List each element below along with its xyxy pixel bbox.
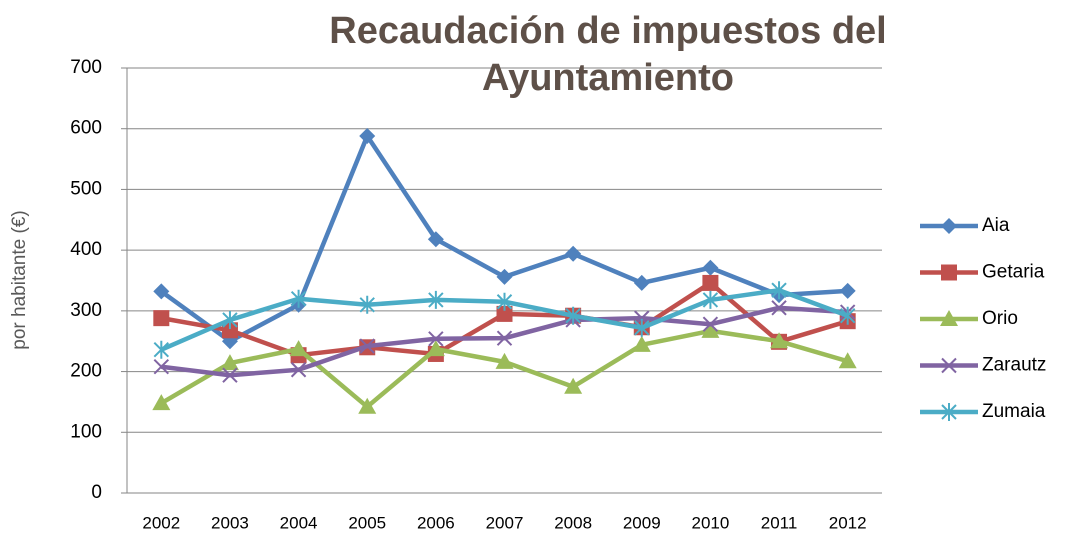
y-tick-label: 600 <box>70 118 102 139</box>
legend-marker <box>940 310 958 326</box>
legend-marker <box>941 264 957 281</box>
data-point <box>496 268 513 285</box>
legend-marker <box>941 218 957 234</box>
data-point <box>702 274 719 291</box>
x-tick-label: 2007 <box>486 513 524 532</box>
x-tick-label: 2002 <box>142 513 180 532</box>
data-point <box>565 306 581 325</box>
data-point <box>153 359 170 375</box>
x-tick-label: 2011 <box>761 513 798 532</box>
data-point <box>633 274 650 291</box>
x-tick-label: 2004 <box>280 513 318 532</box>
data-point <box>771 300 787 316</box>
y-tick-label: 0 <box>91 482 102 503</box>
legend-label: Aia <box>982 215 1010 236</box>
x-tick-label: 2010 <box>691 513 729 532</box>
data-point <box>290 289 307 308</box>
chart-title: Recaudación de impuestos del Ayuntamient… <box>329 10 887 99</box>
data-point <box>426 340 445 357</box>
data-point <box>702 290 719 309</box>
data-point <box>770 332 789 349</box>
data-point <box>771 281 787 300</box>
data-point <box>565 245 582 262</box>
data-point <box>427 231 444 248</box>
data-point <box>153 340 170 359</box>
legend-label: Orio <box>982 308 1018 329</box>
data-point <box>496 305 513 322</box>
y-tick-label: 300 <box>70 300 102 321</box>
legend-label: Zarautz <box>982 355 1046 376</box>
y-axis-label: por habitante (€) <box>9 210 30 349</box>
data-point <box>702 259 719 276</box>
data-point <box>289 340 308 357</box>
data-point <box>152 394 171 411</box>
data-point <box>359 128 376 144</box>
data-point <box>839 306 856 325</box>
x-tick-label: 2009 <box>623 513 661 532</box>
data-point <box>290 362 307 378</box>
data-point <box>634 318 650 337</box>
y-tick-label: 100 <box>70 421 102 442</box>
data-point <box>564 377 583 394</box>
data-point <box>153 283 170 300</box>
data-point <box>222 310 238 329</box>
data-point <box>359 295 375 314</box>
data-point <box>359 338 375 354</box>
x-tick-label: 2008 <box>554 513 592 532</box>
data-point <box>220 354 239 371</box>
data-point <box>839 282 856 299</box>
x-tick-label: 2005 <box>348 513 386 532</box>
y-tick-label: 500 <box>70 178 102 199</box>
data-point <box>428 331 444 347</box>
legend-label: Getaria <box>982 262 1045 283</box>
legend-marker <box>941 403 957 421</box>
data-point <box>222 367 238 383</box>
x-tick-label: 2003 <box>211 513 249 532</box>
data-point <box>702 316 719 332</box>
y-tick-label: 200 <box>70 361 102 382</box>
x-tick-label: 2006 <box>417 513 455 532</box>
data-point <box>632 335 651 352</box>
legend-marker <box>941 357 957 374</box>
y-tick-label: 400 <box>70 239 102 260</box>
data-point <box>701 321 720 338</box>
y-tick-label: 700 <box>70 57 102 78</box>
data-point <box>358 397 377 414</box>
data-point <box>496 292 513 311</box>
data-point <box>153 310 170 327</box>
x-tick-label: 2012 <box>829 513 867 532</box>
legend-label: Zumaia <box>982 401 1046 422</box>
data-point <box>495 352 514 369</box>
data-point <box>428 290 444 309</box>
data-point <box>496 330 513 346</box>
data-point <box>221 322 238 339</box>
data-point <box>838 352 857 369</box>
